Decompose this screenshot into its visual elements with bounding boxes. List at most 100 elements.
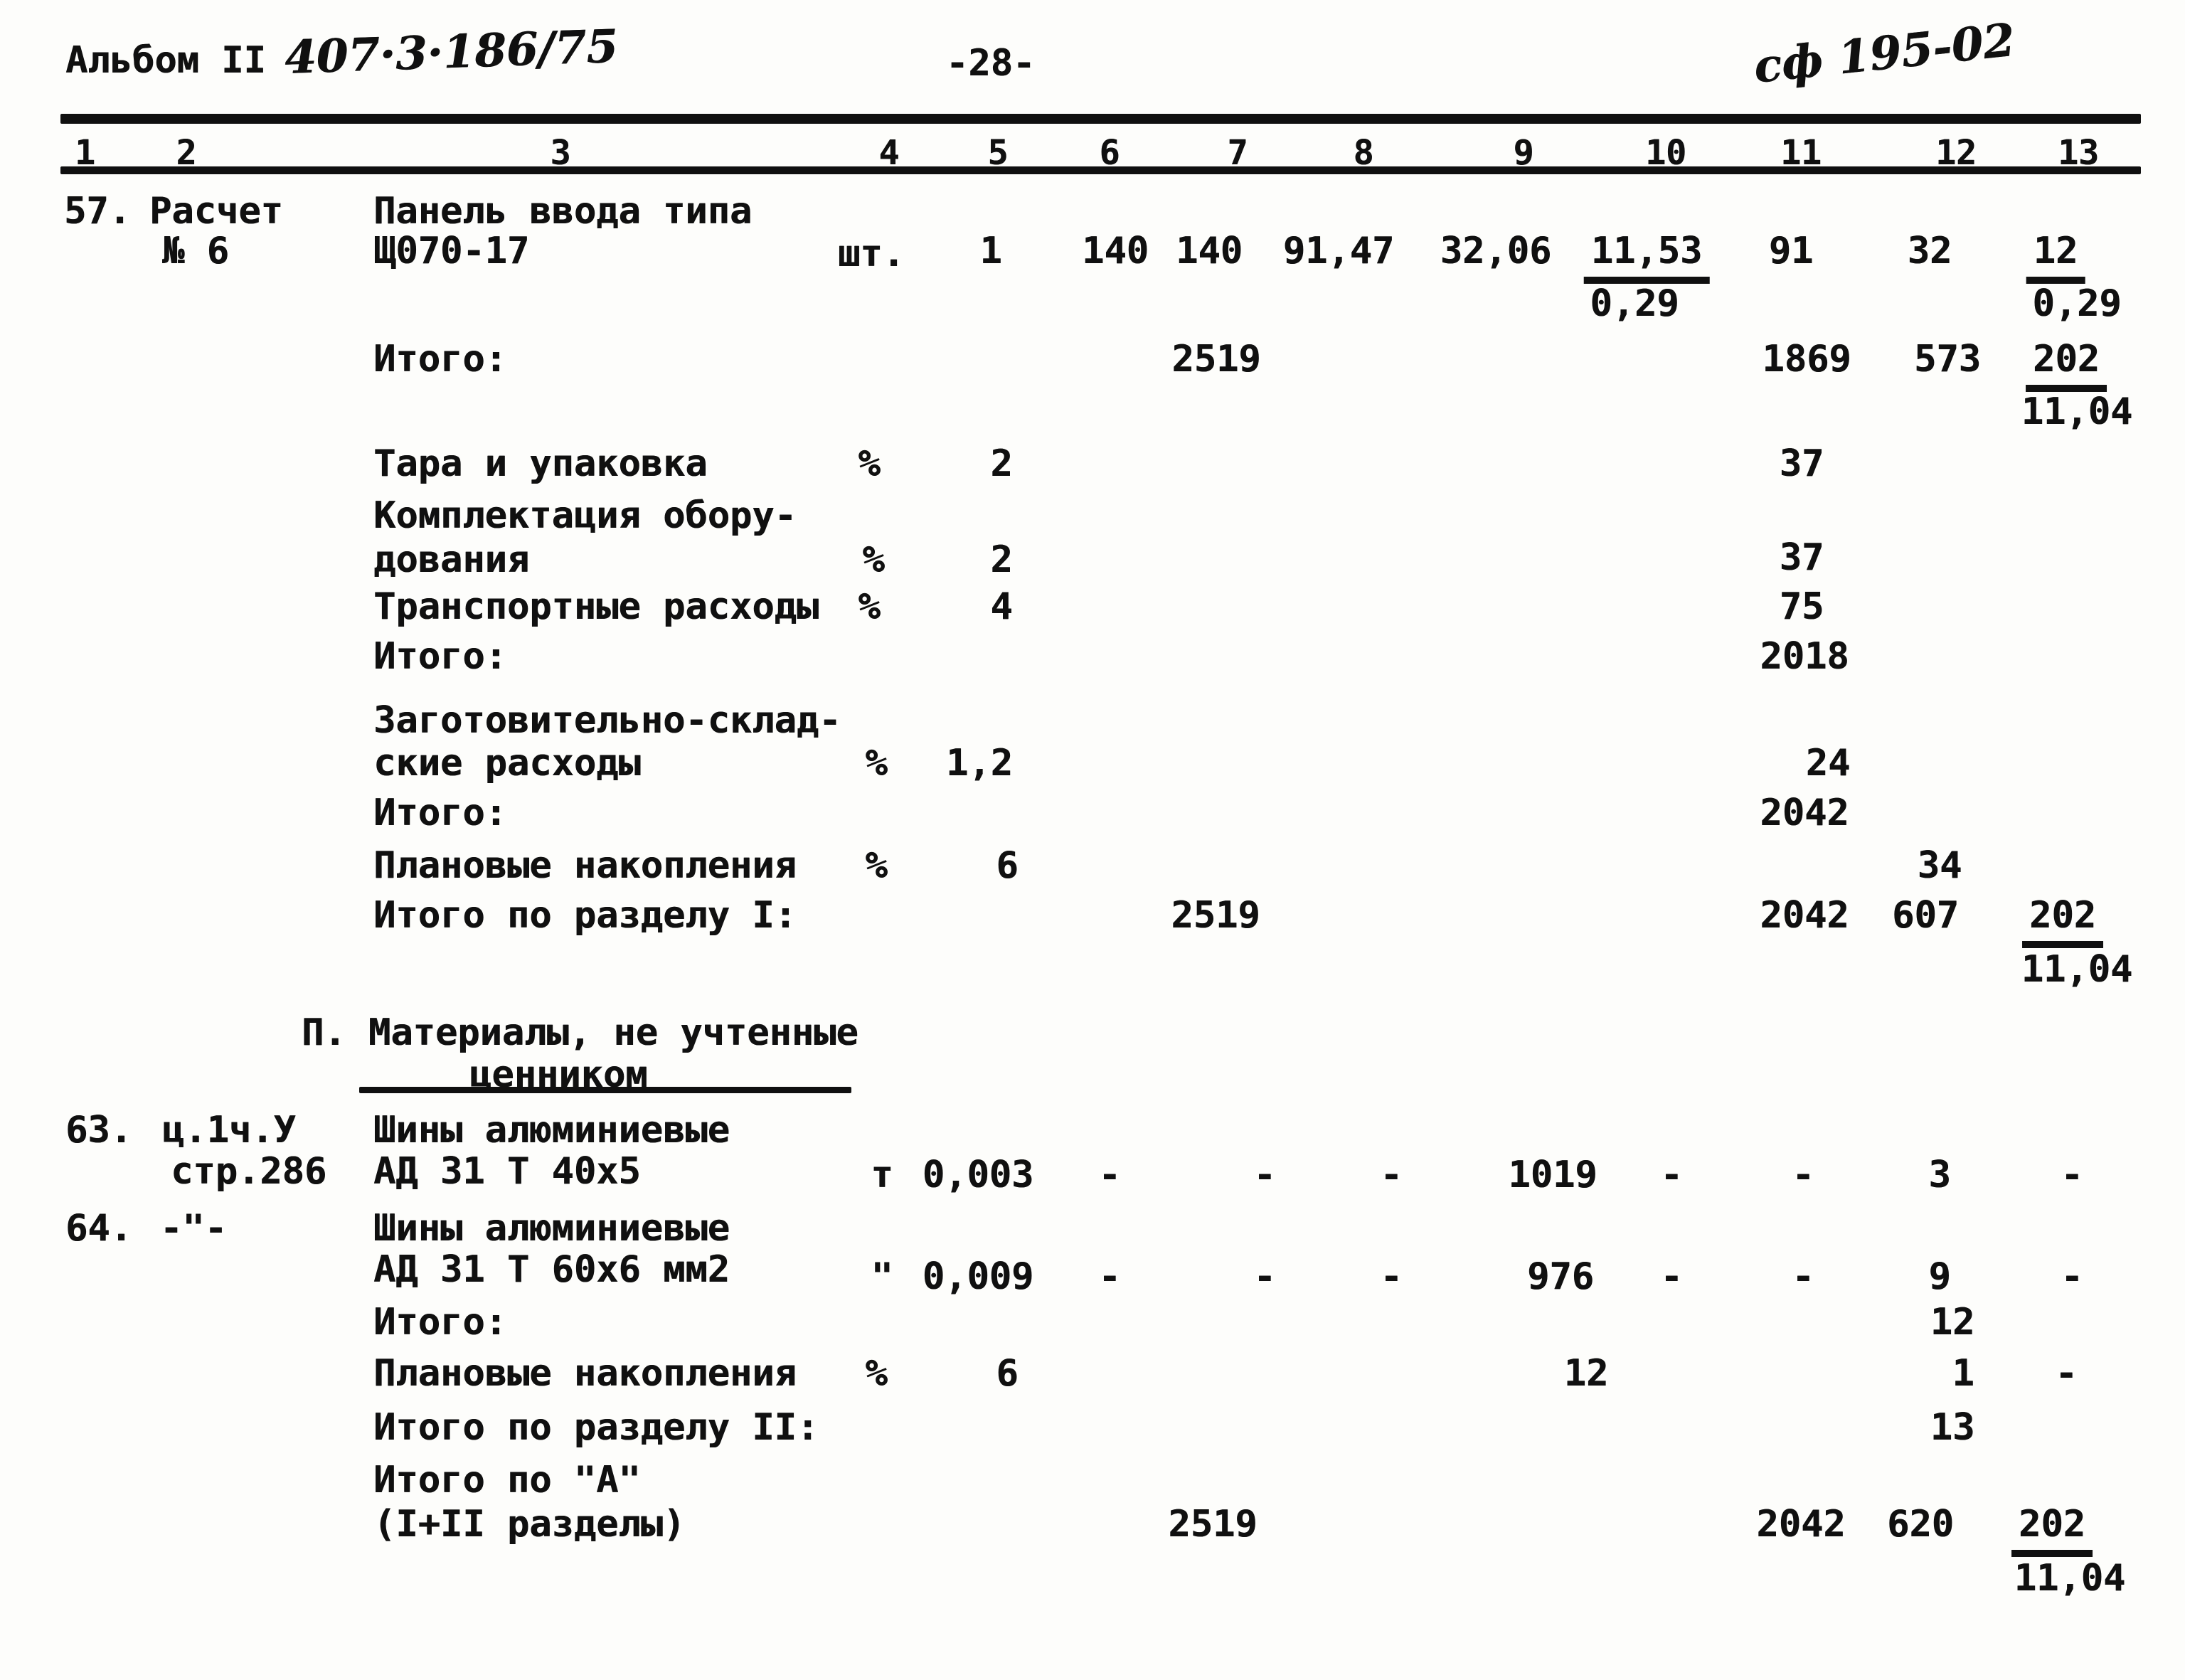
- row63-col13: -: [2061, 1154, 2083, 1196]
- row64-name-line2: АД 31 Т 60х6 мм2: [373, 1248, 730, 1291]
- grand-total-col13-denominator: 11,04: [2014, 1557, 2126, 1600]
- row64-col10: -: [1660, 1255, 1683, 1298]
- grand-total-col12: 620: [1887, 1503, 1954, 1546]
- col-header-6: 6: [1099, 133, 1120, 173]
- row63-col12: 3: [1928, 1154, 1951, 1196]
- total-section1-col7: 2519: [1171, 894, 1260, 937]
- plan1-qty: 6: [996, 844, 1019, 887]
- row57-ref-line1: Расчет: [149, 190, 283, 233]
- row57-col10-numerator: 11,53: [1583, 232, 1710, 284]
- row57-col6: 140: [1082, 230, 1149, 272]
- row63-name-line1: Шины алюминиевые: [373, 1109, 730, 1152]
- total-section1-col13-denominator: 11,04: [2021, 948, 2133, 991]
- total-section1-col12: 607: [1892, 894, 1959, 937]
- total-section2-col12: 13: [1930, 1406, 1975, 1449]
- row63-col7: -: [1253, 1154, 1276, 1196]
- row57-col8: 91,47: [1282, 230, 1395, 272]
- plan1-unit: %: [865, 844, 888, 887]
- row63-unit: т: [871, 1154, 893, 1196]
- table-header-rule: [60, 166, 2141, 174]
- grand-total-label-line2: (I+II разделы): [373, 1503, 686, 1546]
- row63-ref-line2: стр.286: [171, 1150, 327, 1193]
- row64-num: 64.: [65, 1207, 132, 1250]
- row64-qty: 0,009: [922, 1255, 1034, 1298]
- subtotal1-col7: 2519: [1171, 338, 1261, 381]
- komplekt-col11: 37: [1779, 536, 1824, 579]
- row63-col9: 1019: [1508, 1154, 1597, 1196]
- row57-name-line2: Щ070-17: [373, 230, 530, 272]
- album-label: Альбом II: [65, 39, 266, 82]
- col-header-13: 13: [2058, 133, 2099, 173]
- tara-col11: 37: [1779, 442, 1824, 485]
- grand-total-col11: 2042: [1756, 1503, 1846, 1546]
- row57-col13-numerator: 12: [2026, 232, 2085, 284]
- col-header-3: 3: [550, 133, 571, 173]
- row63-col6: -: [1098, 1154, 1121, 1196]
- row64-col12: 9: [1928, 1255, 1951, 1298]
- album-number-handwritten: 407·3·186/75: [283, 19, 619, 85]
- row64-unit: ": [871, 1255, 893, 1298]
- col-header-1: 1: [75, 133, 95, 173]
- row57-col12: 32: [1907, 230, 1952, 272]
- transport-qty: 4: [990, 585, 1013, 628]
- col-header-8: 8: [1353, 133, 1374, 173]
- plan1-col12: 34: [1917, 844, 1962, 887]
- page-number: -28-: [946, 42, 1036, 85]
- row64-name-line1: Шины алюминиевые: [373, 1207, 730, 1250]
- row63-col10: -: [1660, 1154, 1683, 1196]
- subtotal3-label: Итого:: [373, 792, 507, 834]
- col-header-10: 10: [1645, 133, 1686, 173]
- row57-ref-line2: № 6: [162, 230, 229, 272]
- section2-subtotal-label: Итого:: [373, 1301, 507, 1344]
- plan2-col13: -: [2055, 1352, 2078, 1395]
- row57-unit: шт.: [838, 233, 905, 275]
- row57-col7: 140: [1176, 230, 1243, 272]
- subtotal1-col11: 1869: [1762, 338, 1851, 381]
- total-section1-label: Итого по разделу I:: [373, 894, 797, 937]
- grand-total-col13-numerator: 202: [2011, 1505, 2093, 1557]
- total-section1-col11: 2042: [1760, 894, 1849, 937]
- plan2-col9: 12: [1563, 1352, 1609, 1395]
- plan2-label: Плановые накопления: [373, 1352, 797, 1395]
- col-header-4: 4: [878, 133, 900, 173]
- row63-col11: -: [1792, 1154, 1814, 1196]
- row57-col9: 32,06: [1440, 230, 1552, 272]
- komplekt-qty: 2: [990, 538, 1013, 581]
- transport-unit: %: [858, 585, 881, 628]
- col-header-11: 11: [1780, 133, 1822, 173]
- row64-col7: -: [1253, 1255, 1276, 1298]
- subtotal1-col13-denominator: 11,04: [2021, 390, 2133, 433]
- row64-col11: -: [1792, 1255, 1814, 1298]
- grand-total-label-line1: Итого по "А": [373, 1459, 641, 1501]
- komplekt-label-line2: дования: [373, 538, 530, 581]
- code-stamp-handwritten: сф 195-02: [1751, 13, 2018, 95]
- tara-unit: %: [858, 442, 881, 485]
- row64-col9: 976: [1527, 1255, 1594, 1298]
- sklad-label-line1: Заготовительно-склад-: [373, 699, 841, 742]
- grand-total-col7: 2519: [1168, 1503, 1258, 1546]
- subtotal2-label: Итого:: [373, 635, 507, 678]
- row57-col13-denominator: 0,29: [2032, 282, 2122, 325]
- table-top-rule: [60, 114, 2141, 124]
- subtotal2-col11: 2018: [1760, 635, 1849, 678]
- plan2-qty: 6: [996, 1352, 1019, 1395]
- col-header-2: 2: [176, 133, 197, 173]
- row64-col13: -: [2061, 1255, 2083, 1298]
- row57-name-line1: Панель ввода типа: [373, 190, 753, 233]
- col-header-9: 9: [1513, 133, 1534, 173]
- row57-num: 57.: [64, 190, 131, 233]
- section2-subtotal-col12: 12: [1930, 1301, 1975, 1344]
- row64-col8: -: [1380, 1255, 1403, 1298]
- sklad-col11: 24: [1805, 742, 1851, 785]
- row63-qty: 0,003: [922, 1154, 1034, 1196]
- sklad-unit: %: [865, 742, 888, 785]
- col-header-5: 5: [987, 133, 1009, 173]
- total-section1-col13-numerator: 202: [2022, 896, 2103, 948]
- total-section2-label: Итого по разделу II:: [373, 1406, 819, 1449]
- sklad-qty: 1,2: [946, 742, 1013, 785]
- komplekt-unit: %: [862, 538, 885, 581]
- transport-label: Транспортные расходы: [373, 585, 819, 628]
- row64-ref: -"-: [160, 1207, 227, 1250]
- plan2-col12: 1: [1952, 1352, 1974, 1395]
- plan1-label: Плановые накопления: [373, 844, 797, 887]
